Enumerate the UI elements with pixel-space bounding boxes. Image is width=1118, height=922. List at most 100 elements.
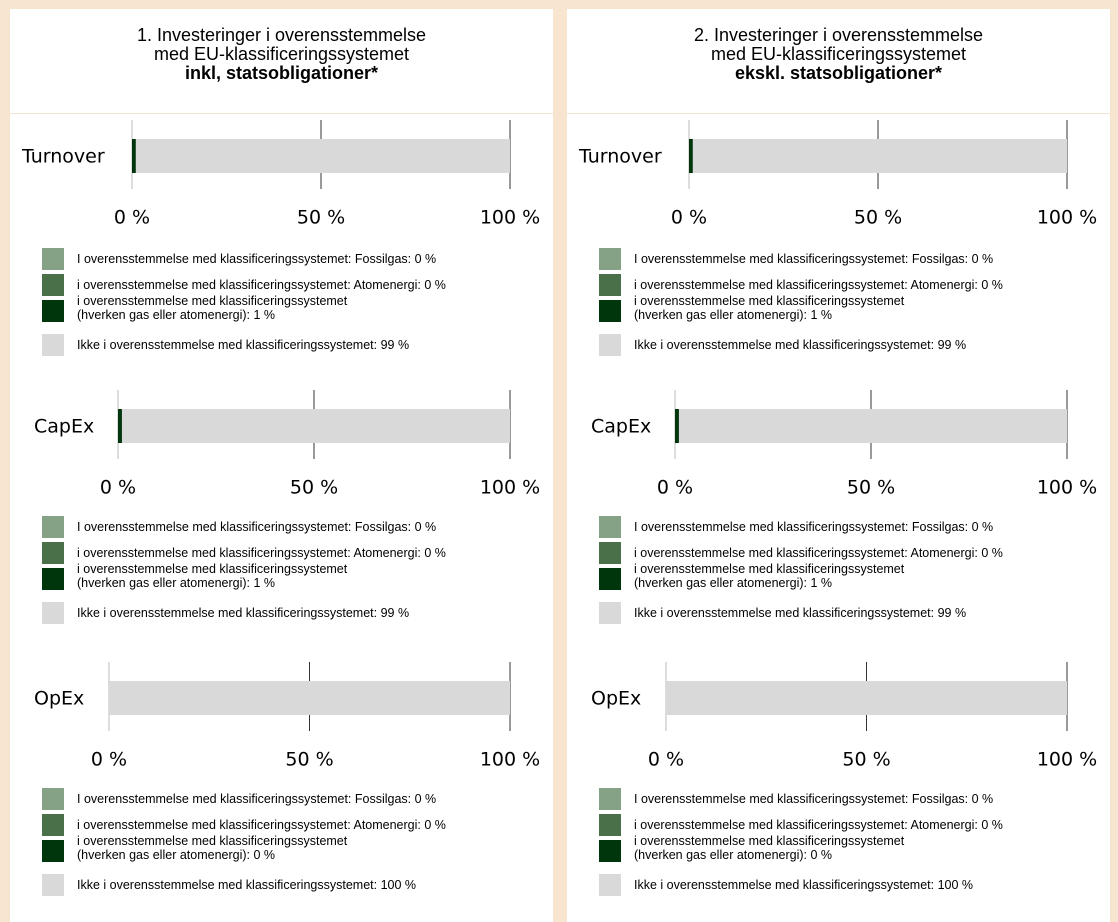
legend-item: Ikke i overensstemmelse med klassificeri…	[42, 874, 522, 896]
legend-label-line: i overensstemmelse med klassificeringssy…	[77, 278, 446, 292]
legend-item: Ikke i overensstemmelse med klassificeri…	[599, 334, 1079, 356]
legend-swatch	[599, 874, 621, 896]
panel-2-turnover-tick-label-100: 100 %	[1037, 207, 1097, 229]
panel-2-charts: Turnover 0 % 50 % 100 % CapEx 0 % 50 % 100 % OpE…	[578, 120, 1097, 771]
legend-item: i overensstemmelse med klassificeringssy…	[599, 542, 1079, 564]
panel-2-capex-tick-label-0: 0 %	[657, 477, 693, 499]
legend-item: I overensstemmelse med klassificeringssy…	[42, 788, 522, 810]
legend-label-line: i overensstemmelse med klassificeringssy…	[634, 834, 905, 848]
legend-label: Ikke i overensstemmelse med klassificeri…	[634, 606, 966, 620]
legend-label-line: Ikke i overensstemmelse med klassificeri…	[634, 338, 967, 352]
panel-1-capex-category-label: CapEx	[34, 416, 94, 438]
legend-swatch	[42, 516, 64, 538]
panel-1-turnover-tick-label-50: 50 %	[297, 207, 345, 229]
legend-swatch	[42, 788, 64, 810]
legend-label: i overensstemmelse med klassificeringssy…	[634, 294, 904, 322]
legend-swatch	[599, 840, 621, 862]
legend-label: i overensstemmelse med klassificeringssy…	[77, 818, 446, 832]
panel-2-turnover-bar-segment-4	[692, 139, 1067, 173]
legend-label: I overensstemmelse med klassificeringssy…	[634, 252, 993, 266]
legend-label-line: Ikke i overensstemmelse med klassificeri…	[634, 606, 967, 620]
legend-item: i overensstemmelse med klassificeringssy…	[599, 834, 1079, 862]
legend-swatch	[599, 334, 621, 356]
panel-2-turnover-category-label: Turnover	[578, 146, 662, 168]
legend-swatch	[42, 840, 64, 862]
legend-label: i overensstemmelse med klassificeringssy…	[77, 546, 446, 560]
legend-label-line: I overensstemmelse med klassificeringssy…	[634, 252, 994, 266]
legend-item: i overensstemmelse med klassificeringssy…	[42, 542, 522, 564]
legend-label-line: I overensstemmelse med klassificeringssy…	[77, 520, 437, 534]
legend-label: i overensstemmelse med klassificeringssy…	[77, 834, 347, 862]
panel-1-opex-category-label: OpEx	[34, 688, 84, 710]
legend-swatch	[42, 248, 64, 270]
panel-1-opex-tick-label-100: 100 %	[480, 749, 540, 771]
panel-2-opex-tick-label-50: 50 %	[842, 749, 890, 771]
legend-swatch	[42, 568, 64, 590]
panel-1-charts: Turnover 0 % 50 % 100 % CapEx 0 % 50 % 100 % OpE…	[21, 120, 540, 771]
panel-1-title-line-1: 1. Investeringer i overensstemmelse	[136, 25, 427, 45]
legend-swatch	[599, 568, 621, 590]
legend-item: I overensstemmelse med klassificeringssy…	[42, 248, 522, 270]
panel-2: 2. Investeringer i overensstemmelse med …	[567, 9, 1110, 922]
legend-label: i overensstemmelse med klassificeringssy…	[634, 278, 1003, 292]
legend-swatch	[599, 300, 621, 322]
legend-swatch	[599, 788, 621, 810]
panel-2-capex-category-label: CapEx	[591, 416, 651, 438]
legend-item: Ikke i overensstemmelse med klassificeri…	[42, 602, 522, 624]
legend-swatch	[599, 602, 621, 624]
legend-label-line: i overensstemmelse med klassificeringssy…	[77, 562, 348, 576]
panel-1-capex-tick-label-100: 100 %	[480, 477, 540, 499]
panel-2-turnover-tick-label-0: 0 %	[671, 207, 707, 229]
legend-item: i overensstemmelse med klassificeringssy…	[42, 834, 522, 862]
legend-swatch	[42, 874, 64, 896]
legend-label-line: Ikke i overensstemmelse med klassificeri…	[77, 338, 410, 352]
legend-swatch	[42, 274, 64, 296]
panel-2-capex-tick-label-50: 50 %	[847, 477, 895, 499]
panel-1-turnover-category-label: Turnover	[21, 146, 105, 168]
panel-2-title: 2. Investeringer i overensstemmelse med …	[567, 26, 1110, 83]
panel-2-capex-tick-label-100: 100 %	[1037, 477, 1097, 499]
panel-1-capex-bar-segment-4	[121, 409, 511, 443]
legend-label: Ikke i overensstemmelse med klassificeri…	[77, 606, 409, 620]
panel-2-header: 2. Investeringer i overensstemmelse med …	[567, 9, 1110, 114]
legend-label-line: i overensstemmelse med klassificeringssy…	[634, 546, 1003, 560]
legend-item: I overensstemmelse med klassificeringssy…	[599, 516, 1079, 538]
legend-label: i overensstemmelse med klassificeringssy…	[634, 562, 904, 590]
legend-label: Ikke i overensstemmelse med klassificeri…	[634, 878, 973, 892]
legend-label-line: i overensstemmelse med klassificeringssy…	[634, 278, 1003, 292]
panel-2-opex-category-label: OpEx	[591, 688, 641, 710]
panel-2-title-line-1: 2. Investeringer i overensstemmelse	[693, 25, 984, 45]
legend-item: i overensstemmelse med klassificeringssy…	[599, 274, 1079, 296]
legend-item: i overensstemmelse med klassificeringssy…	[599, 294, 1079, 322]
panel-2-opex-bar-segment-4	[666, 681, 1067, 715]
legend-label-line: (hverken gas eller atomenergi): 1 %	[77, 576, 276, 590]
legend-label-line: I overensstemmelse med klassificeringssy…	[634, 792, 994, 806]
panel-1-title-line-3: inkl, statsobligationer*	[184, 63, 379, 83]
legend-label: i overensstemmelse med klassificeringssy…	[77, 562, 347, 590]
legend-item: i overensstemmelse med klassificeringssy…	[42, 814, 522, 836]
legend-label: I overensstemmelse med klassificeringssy…	[634, 792, 993, 806]
legend-label-line: (hverken gas eller atomenergi): 0 %	[77, 848, 276, 862]
legend-label-line: i overensstemmelse med klassificeringssy…	[77, 294, 348, 308]
panel-2-opex-tick-label-0: 0 %	[648, 749, 684, 771]
legend-swatch	[599, 248, 621, 270]
panel-1-capex-tick-label-50: 50 %	[290, 477, 338, 499]
panel-1-turnover-tick-label-100: 100 %	[480, 207, 540, 229]
panel-1: 1. Investeringer i overensstemmelse med …	[10, 9, 553, 922]
legend-swatch	[599, 814, 621, 836]
legend-label-line: I overensstemmelse med klassificeringssy…	[77, 252, 437, 266]
panel-1-opex-bar-segment-4	[109, 681, 510, 715]
legend-label-line: i overensstemmelse med klassificeringssy…	[77, 834, 348, 848]
legend-item: Ikke i overensstemmelse med klassificeri…	[599, 874, 1079, 896]
legend-label: i overensstemmelse med klassificeringssy…	[634, 834, 904, 862]
legend-label-line: (hverken gas eller atomenergi): 1 %	[77, 308, 276, 322]
panel-1-turnover-bar-segment-4	[135, 139, 510, 173]
legend-swatch	[42, 334, 64, 356]
legend-label-line: i overensstemmelse med klassificeringssy…	[634, 294, 905, 308]
panel-2-capex-bar-segment-3	[675, 409, 679, 443]
legend-label: i overensstemmelse med klassificeringssy…	[77, 278, 446, 292]
legend-item: Ikke i overensstemmelse med klassificeri…	[599, 602, 1079, 624]
legend-label-line: i overensstemmelse med klassificeringssy…	[77, 546, 446, 560]
legend-swatch	[599, 516, 621, 538]
legend-label-line: (hverken gas eller atomenergi): 1 %	[634, 576, 833, 590]
